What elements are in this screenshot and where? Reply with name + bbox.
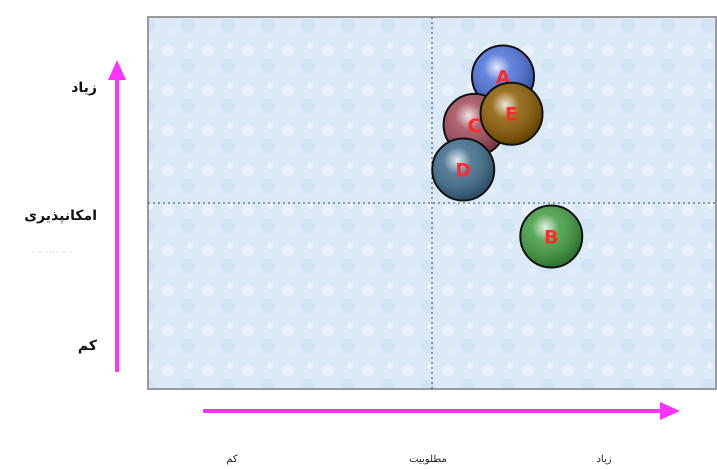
bubble-b-label: B (544, 226, 558, 248)
x-axis-title: مطلوبیت (409, 454, 447, 465)
y-axis-title: امکانپذیری (24, 208, 97, 224)
bubble-c-label: C (468, 115, 482, 137)
bubble-b: B (519, 204, 584, 269)
bubble-e: E (479, 81, 544, 146)
y-axis-arrowhead (108, 60, 126, 80)
bubble-d: D (431, 137, 496, 202)
y-axis-high-label: زیاد (71, 80, 97, 96)
bubble-d-label: D (455, 160, 471, 182)
x-axis-arrowhead (660, 402, 680, 420)
x-axis-high-label: زیاد (596, 454, 611, 465)
x-axis-low-label: کم (226, 454, 238, 465)
bubble-b-gloss (521, 206, 582, 267)
bubble-e-label: E (505, 104, 518, 126)
bubble-d-gloss (433, 139, 494, 200)
bubble-e-gloss (481, 83, 542, 144)
y-axis-low-label: کم (78, 338, 98, 354)
